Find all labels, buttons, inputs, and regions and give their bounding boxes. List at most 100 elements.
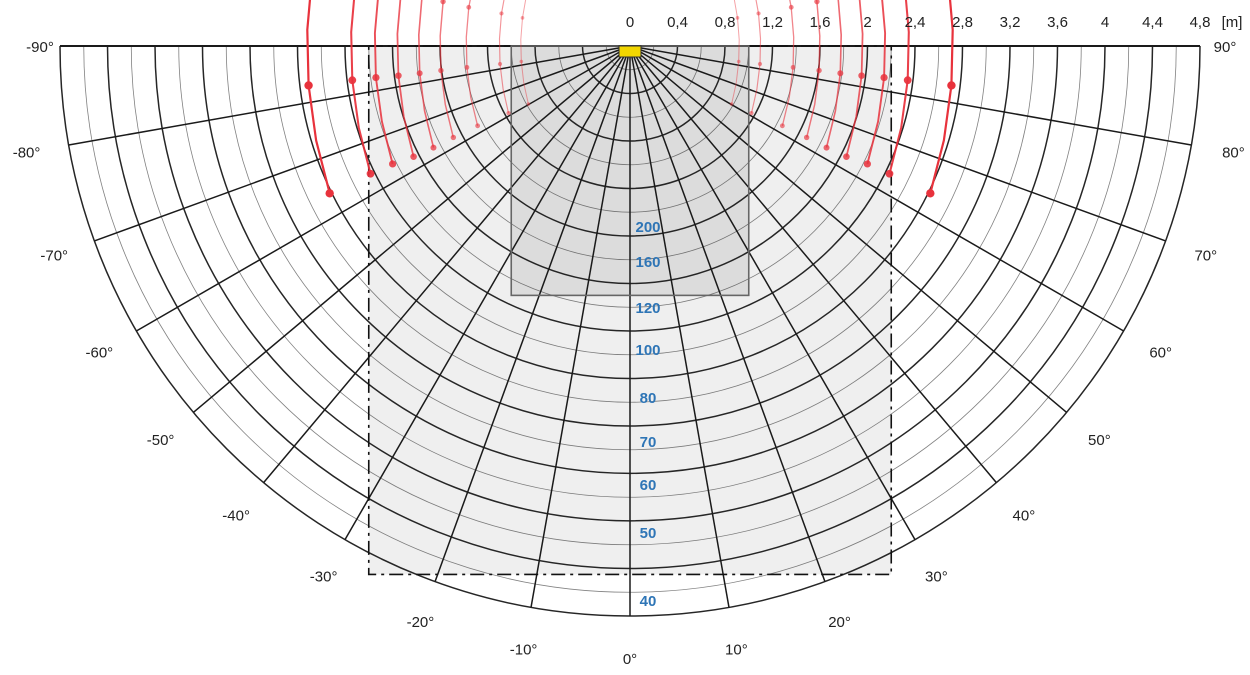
radius-tick-label: 4,4 [1142, 14, 1163, 31]
contour-point-120 [475, 123, 481, 129]
contour-point-120 [779, 123, 785, 129]
contour-point-50 [348, 76, 357, 85]
radius-tick-label: 2,4 [905, 14, 926, 31]
contour-label-50: 50 [640, 525, 657, 542]
contour-point-200 [519, 59, 524, 64]
angle-label: 60° [1149, 344, 1172, 361]
contour-point-100 [440, 0, 446, 5]
contour-label-70: 70 [640, 434, 657, 451]
angle-labels: -90° -80° -70° -60° -50° -40° -30° -20° -10° 0° 10… [13, 39, 1245, 668]
angle-label: -90° [26, 39, 54, 56]
angle-label: -50° [147, 432, 175, 449]
angle-label: -40° [222, 507, 250, 524]
angle-ray [68, 45, 631, 146]
radius-tick-label: 2 [863, 14, 871, 31]
radius-tick-label: 0,8 [715, 14, 736, 31]
angle-ray [629, 45, 1192, 146]
angle-label: 90° [1214, 39, 1237, 56]
angle-ray [135, 45, 631, 332]
contour-labels: 200 160 120 100 80 70 60 50 40 [635, 219, 660, 610]
contour-label-80: 80 [640, 390, 657, 407]
contour-label-120: 120 [635, 300, 660, 317]
contour-point-120 [790, 64, 796, 70]
angle-label: 70° [1194, 248, 1217, 265]
contour-point-80 [823, 144, 830, 151]
contour-point-80 [430, 144, 437, 151]
contour-point-160 [506, 111, 511, 116]
contour-point-120 [464, 64, 470, 70]
contour-point-40 [304, 81, 313, 90]
contour-point-160 [499, 11, 504, 16]
angle-label: 40° [1013, 507, 1036, 524]
radius-tick-labels: 0 0,4 0,8 1,2 1,6 2 2,4 2,8 3,2 3,6 4 4,4 4,8 [m] [626, 14, 1243, 31]
contour-point-100 [816, 67, 822, 74]
contour-point-40 [926, 189, 935, 198]
angle-label: 50° [1088, 432, 1111, 449]
radius-tick-label: 4 [1101, 14, 1109, 31]
angle-ray [629, 45, 997, 484]
angle-label: 80° [1222, 144, 1245, 161]
contour-point-120 [788, 4, 794, 10]
contour-point-70 [858, 72, 865, 79]
angle-label: -20° [407, 614, 435, 631]
contour-point-60 [880, 73, 888, 82]
angle-label: -30° [310, 569, 338, 586]
angle-label: -70° [40, 248, 68, 265]
angle-ray [629, 45, 916, 541]
angle-label: 30° [925, 569, 948, 586]
contour-point-160 [749, 111, 754, 116]
contour-label-160: 160 [635, 254, 660, 271]
contour-point-40 [325, 189, 334, 198]
outer-field-rectangle [367, 45, 893, 576]
contour-point-70 [395, 72, 402, 79]
contour-point-160 [756, 11, 761, 16]
angle-ray [434, 45, 631, 582]
contour-point-200 [729, 102, 734, 106]
radius-tick-label: 0,4 [667, 14, 688, 31]
angle-ray [344, 45, 631, 541]
sensor-marker [618, 45, 642, 58]
angle-label: 0° [623, 651, 637, 668]
angle-ray [629, 45, 1125, 332]
angle-label: -80° [13, 144, 41, 161]
contour-point-60 [389, 160, 397, 168]
radius-tick-label: 4,8 [1190, 14, 1211, 31]
angle-ray [192, 45, 631, 413]
angle-label: 10° [725, 641, 748, 658]
angle-ray [629, 45, 730, 608]
angle-label: -60° [85, 344, 113, 361]
radius-tick-label: 1,2 [762, 14, 783, 31]
contour-point-60 [372, 73, 380, 82]
contour-point-40 [947, 81, 956, 90]
angle-ray [629, 45, 826, 582]
angle-label: -10° [510, 641, 538, 658]
contour-point-160 [497, 61, 503, 67]
angle-ray [263, 45, 631, 484]
contour-line-200 [520, 0, 740, 105]
sensitivity-contours [304, 0, 956, 198]
contour-point-100 [803, 134, 810, 141]
contour-point-200 [736, 59, 741, 64]
contour-label-100: 100 [635, 342, 660, 359]
contour-label-60: 60 [640, 477, 657, 494]
contour-point-200 [526, 102, 531, 106]
contour-label-40: 40 [640, 593, 657, 610]
contour-point-200 [520, 16, 525, 20]
radius-tick-label: 2,8 [952, 14, 973, 31]
radius-unit-label: [m] [1222, 14, 1243, 31]
radius-tick-label: 1,6 [810, 14, 831, 31]
contour-point-100 [438, 67, 444, 74]
radius-tick-label: 3,6 [1047, 14, 1068, 31]
contour-point-160 [757, 61, 763, 67]
contour-point-70 [843, 153, 850, 160]
contour-point-80 [837, 70, 844, 77]
angle-ray [530, 45, 631, 608]
contour-point-70 [410, 153, 417, 160]
contour-label-200: 200 [635, 219, 660, 236]
contour-point-50 [903, 76, 912, 85]
contour-point-60 [863, 160, 871, 168]
contour-point-80 [416, 70, 423, 77]
contour-point-50 [366, 169, 375, 178]
contour-point-50 [885, 169, 894, 178]
